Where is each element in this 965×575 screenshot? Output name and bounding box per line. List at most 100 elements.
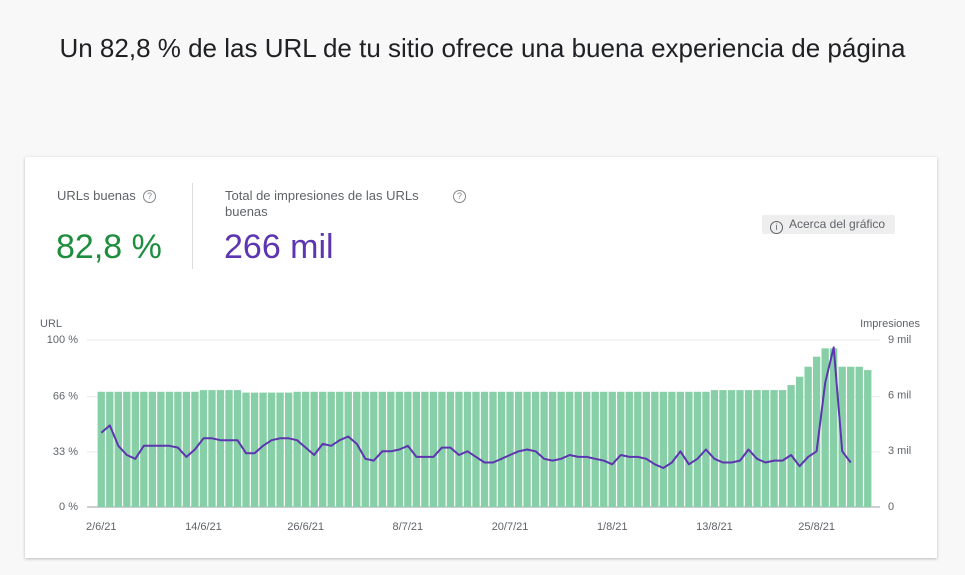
y-tick-label: 66 % — [53, 391, 78, 403]
bar — [566, 391, 574, 507]
bar — [676, 391, 685, 507]
y-tick-label: 33 % — [53, 446, 78, 458]
bar — [617, 391, 625, 507]
bar — [242, 392, 250, 507]
bar — [165, 391, 174, 507]
metric-label: URLs buenas — [57, 188, 136, 203]
bar — [583, 391, 591, 507]
bar — [123, 391, 131, 507]
bar — [267, 392, 276, 507]
bar — [387, 391, 395, 507]
bar — [761, 390, 770, 507]
divider — [192, 183, 193, 269]
about-button[interactable]: i Acerca del gráfico — [762, 215, 896, 234]
bar — [327, 391, 335, 507]
y2-tick-label: 6 mil — [888, 390, 911, 402]
bar — [864, 370, 872, 507]
bar — [847, 366, 855, 507]
y2-axis-title: Impresiones — [860, 318, 920, 330]
bar — [514, 391, 523, 507]
bar — [131, 391, 139, 507]
bar — [651, 391, 659, 507]
bar — [199, 390, 208, 507]
bar — [600, 391, 608, 507]
bar — [548, 391, 557, 507]
help-icon[interactable]: ? — [143, 190, 156, 203]
bar — [370, 391, 378, 507]
page-title: Un 82,8 % de las URL de tu sitio ofrece … — [59, 33, 906, 63]
y2-tick-label: 9 mil — [888, 334, 911, 346]
bar — [557, 391, 565, 507]
x-tick-label: 1/8/21 — [597, 521, 628, 533]
bar — [429, 391, 438, 507]
bar — [489, 391, 497, 507]
bar — [531, 391, 540, 507]
bar — [770, 390, 778, 507]
bar — [250, 392, 259, 507]
bar — [463, 391, 472, 507]
y2-tick-label: 0 — [888, 501, 894, 513]
bar — [787, 385, 795, 507]
y2-tick-label: 3 mil — [888, 445, 911, 457]
bar — [736, 390, 744, 507]
bar — [421, 391, 429, 507]
bar — [216, 390, 225, 507]
bar — [472, 391, 480, 507]
bar — [344, 391, 352, 507]
bar — [830, 348, 838, 507]
bar — [97, 391, 105, 507]
x-tick-label: 25/8/21 — [798, 521, 835, 533]
bar — [174, 391, 182, 507]
bar — [727, 390, 736, 507]
bar — [608, 391, 616, 507]
bar — [361, 391, 369, 507]
bar — [446, 391, 455, 507]
bar — [301, 391, 310, 507]
bar — [634, 391, 642, 507]
x-tick-label: 8/7/21 — [393, 521, 424, 533]
about-label: Acerca del gráfico — [789, 217, 886, 231]
bar — [148, 391, 157, 507]
bar — [412, 391, 421, 507]
x-tick-label: 13/8/21 — [696, 521, 733, 533]
bar — [685, 391, 693, 507]
bar — [404, 391, 412, 507]
x-tick-label: 14/6/21 — [185, 521, 222, 533]
help-icon[interactable]: ? — [453, 190, 466, 203]
bar — [353, 391, 361, 507]
x-tick-label: 20/7/21 — [492, 521, 529, 533]
y-tick-label: 100 % — [47, 334, 78, 346]
bar — [693, 391, 702, 507]
bar — [276, 392, 284, 507]
bar — [574, 391, 582, 507]
bar — [795, 376, 804, 507]
bar — [591, 391, 599, 507]
bar — [310, 391, 318, 507]
bar — [182, 391, 191, 507]
bar — [114, 391, 122, 507]
bar — [233, 390, 242, 507]
bar — [497, 391, 506, 507]
line — [100, 346, 852, 469]
bar — [378, 391, 386, 507]
x-tick-label: 2/6/21 — [86, 521, 117, 533]
bar — [259, 392, 267, 507]
bar — [480, 391, 489, 507]
bar — [642, 391, 650, 507]
bar — [753, 390, 761, 507]
bar — [284, 392, 293, 507]
bar — [855, 366, 863, 507]
bar — [668, 391, 676, 507]
metric-value: 82,8 % — [56, 228, 162, 266]
bar — [140, 391, 148, 507]
y-tick-label: 0 % — [59, 501, 78, 513]
bar — [455, 391, 463, 507]
bar — [157, 391, 165, 507]
bar — [438, 391, 446, 507]
bar — [293, 391, 301, 507]
bar — [225, 390, 233, 507]
bar — [506, 391, 514, 507]
y-axis-title: URL — [40, 318, 62, 330]
